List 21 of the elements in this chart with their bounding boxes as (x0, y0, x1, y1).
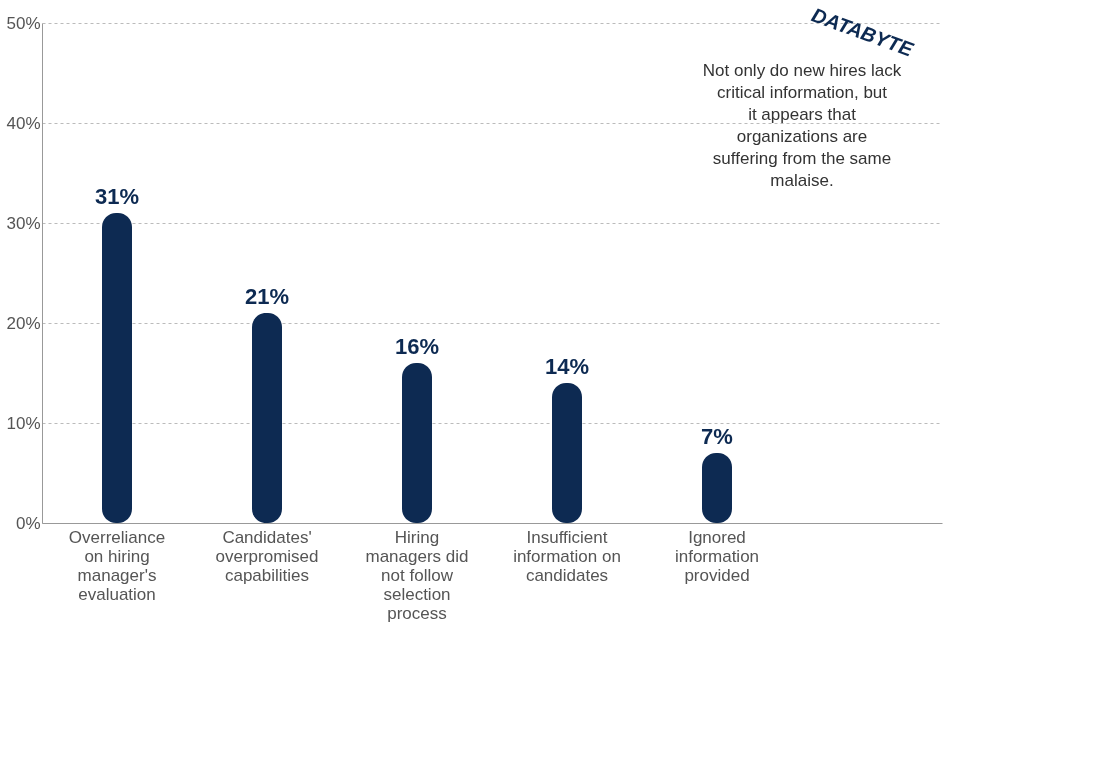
x-tick-label: Insufficient information on candidates (513, 527, 621, 585)
x-tick-label: Candidates' overpromised capabilities (215, 527, 319, 585)
data-label: 31% (94, 184, 140, 209)
bar (252, 313, 282, 523)
y-tick-label: 50% (6, 13, 41, 33)
data-label: 14% (544, 354, 590, 379)
y-tick-label: 40% (6, 113, 41, 133)
y-tick-label: 30% (6, 213, 41, 233)
x-tick-label: Overreliance on hiring manager's evaluation (68, 527, 166, 604)
bar (102, 213, 132, 523)
y-tick-label: 10% (6, 413, 41, 433)
annotation: Not only do new hires lack critical information, but it appears that organizations are suffering from the same malaise. (702, 61, 902, 190)
bar (402, 363, 432, 523)
bar (552, 383, 582, 523)
y-tick-label: 0% (15, 513, 41, 533)
x-tick-label: Ignored information provided (674, 527, 760, 585)
x-tick-label: Hiring managers did not follow selection process (365, 527, 469, 623)
data-label: 7% (701, 424, 733, 449)
data-label: 16% (394, 334, 440, 359)
y-tick-label: 20% (6, 313, 41, 333)
data-label: 21% (244, 284, 290, 309)
